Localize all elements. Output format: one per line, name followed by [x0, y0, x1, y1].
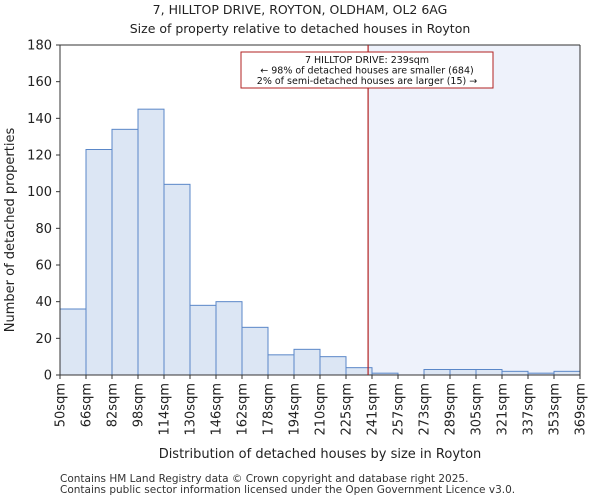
x-axis-title: Distribution of detached houses by size … — [159, 447, 482, 462]
bar-353sqm — [553, 370, 581, 376]
x-tick-label-130sqm: 130sqm — [184, 383, 199, 436]
x-tick-label-210sqm: 210sqm — [314, 383, 329, 436]
bar-50sqm — [59, 308, 87, 376]
bar-130sqm — [189, 304, 217, 376]
x-tick-label-305sqm: 305sqm — [470, 383, 485, 436]
annotation-box — [240, 51, 494, 89]
bar-114sqm — [163, 183, 191, 376]
bar-146sqm — [215, 301, 243, 376]
annotation-line-3: 2% of semi-detached houses are larger (1… — [257, 76, 477, 87]
y-axis-title: Number of detached properties — [3, 128, 18, 333]
bar-66sqm — [85, 149, 113, 376]
bar-194sqm — [293, 348, 321, 376]
y-tick-label-0: 0 — [44, 369, 52, 384]
y-tick-label-160: 160 — [27, 75, 52, 90]
x-tick-label-225sqm: 225sqm — [340, 383, 355, 436]
x-tick-label-369sqm: 369sqm — [574, 383, 589, 436]
footer-copyright: Contains HM Land Registry data © Crown c… — [60, 473, 469, 485]
y-tick-label-20: 20 — [35, 332, 52, 347]
y-tick-label-140: 140 — [27, 112, 52, 127]
chart-title-address: 7, HILLTOP DRIVE, ROYTON, OLDHAM, OL2 6A… — [152, 2, 448, 17]
chart-subtitle: Size of property relative to detached ho… — [129, 21, 471, 36]
y-tick-label-120: 120 — [27, 149, 52, 164]
x-tick-label-241sqm: 241sqm — [366, 383, 381, 436]
bar-162sqm — [241, 326, 269, 376]
bar-289sqm — [449, 369, 477, 376]
annotation-line-1: 7 HILLTOP DRIVE: 239sqm — [305, 55, 429, 66]
bar-321sqm — [501, 370, 529, 376]
bar-210sqm — [319, 356, 347, 376]
x-tick-label-321sqm: 321sqm — [496, 383, 511, 436]
x-tick-label-353sqm: 353sqm — [548, 383, 563, 436]
x-tick-label-146sqm: 146sqm — [210, 383, 225, 436]
y-tick-label-100: 100 — [27, 185, 52, 200]
bar-82sqm — [111, 128, 139, 376]
x-tick-label-162sqm: 162sqm — [236, 383, 251, 436]
x-tick-label-273sqm: 273sqm — [418, 383, 433, 436]
x-tick-label-178sqm: 178sqm — [262, 383, 277, 436]
x-tick-label-337sqm: 337sqm — [522, 383, 537, 436]
x-tick-label-289sqm: 289sqm — [444, 383, 459, 436]
highlight-region — [368, 45, 580, 375]
x-tick-label-257sqm: 257sqm — [392, 383, 407, 436]
bar-305sqm — [475, 369, 503, 376]
y-tick-label-40: 40 — [35, 295, 52, 310]
x-tick-label-66sqm: 66sqm — [80, 383, 95, 427]
x-tick-label-50sqm: 50sqm — [54, 383, 69, 427]
x-tick-label-194sqm: 194sqm — [288, 383, 303, 436]
x-tick-label-98sqm: 98sqm — [132, 383, 147, 427]
bar-98sqm — [137, 108, 165, 376]
y-tick-label-80: 80 — [35, 222, 52, 237]
annotation-line-2: ← 98% of detached houses are smaller (68… — [260, 66, 473, 77]
x-tick-label-114sqm: 114sqm — [158, 383, 173, 436]
y-tick-label-60: 60 — [35, 259, 52, 274]
bar-178sqm — [267, 354, 295, 376]
footer-licence: Contains public sector information licen… — [60, 484, 516, 496]
bar-273sqm — [423, 369, 451, 376]
y-tick-label-180: 180 — [27, 39, 52, 54]
x-tick-label-82sqm: 82sqm — [106, 383, 121, 427]
